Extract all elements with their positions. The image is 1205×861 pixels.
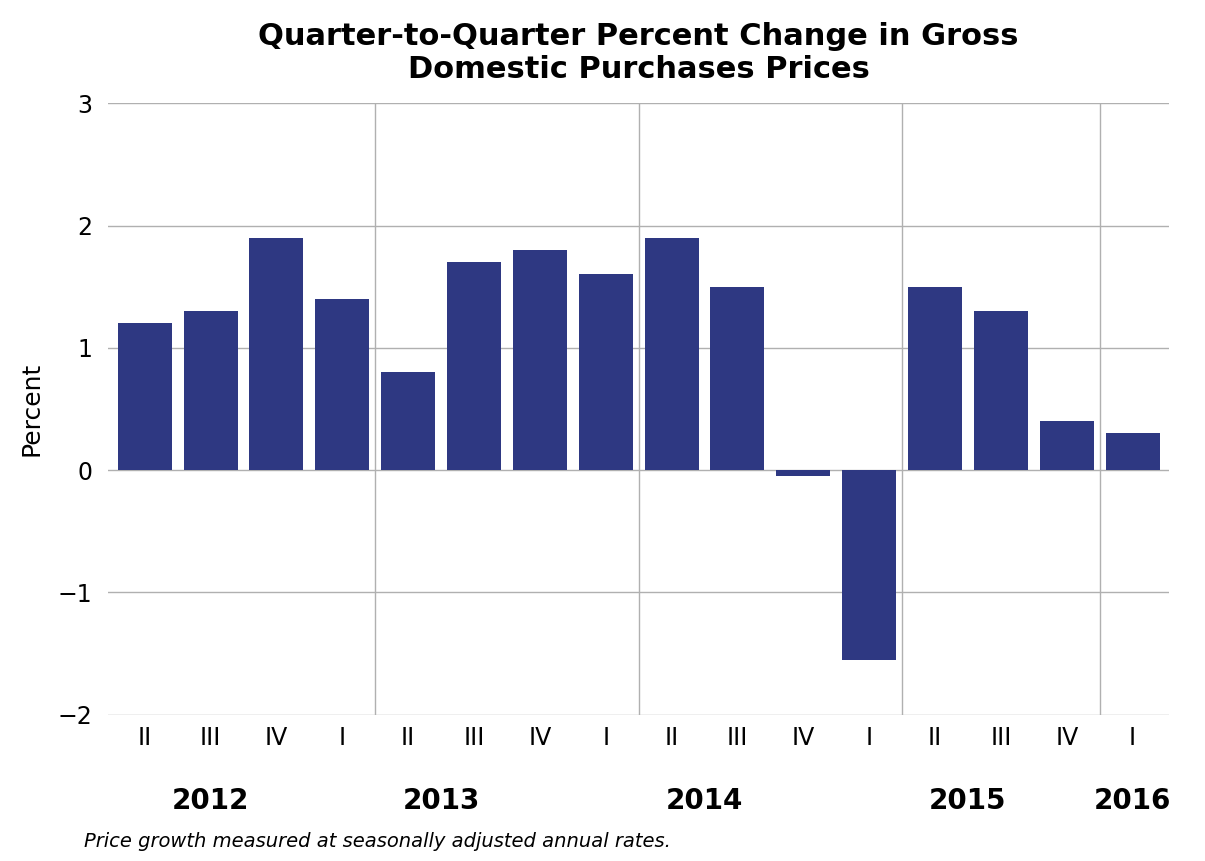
- Bar: [776, 470, 830, 476]
- Bar: [183, 311, 237, 470]
- Bar: [909, 287, 962, 470]
- Title: Quarter-to-Quarter Percent Change in Gross
Domestic Purchases Prices: Quarter-to-Quarter Percent Change in Gro…: [258, 22, 1019, 84]
- Bar: [1106, 433, 1159, 470]
- Bar: [447, 263, 501, 470]
- Bar: [118, 324, 171, 470]
- Text: 2015: 2015: [929, 787, 1006, 815]
- Bar: [578, 275, 633, 470]
- Bar: [381, 372, 435, 470]
- Text: 2014: 2014: [666, 787, 743, 815]
- Text: 2016: 2016: [1094, 787, 1171, 815]
- Bar: [842, 470, 897, 660]
- Text: 2013: 2013: [402, 787, 480, 815]
- Bar: [645, 238, 699, 470]
- Bar: [249, 238, 304, 470]
- Bar: [1040, 421, 1094, 470]
- Bar: [711, 287, 764, 470]
- Bar: [513, 250, 566, 470]
- Bar: [974, 311, 1028, 470]
- Text: Price growth measured at seasonally adjusted annual rates.: Price growth measured at seasonally adju…: [84, 832, 671, 851]
- Y-axis label: Percent: Percent: [19, 362, 43, 456]
- Text: 2012: 2012: [172, 787, 249, 815]
- Bar: [316, 299, 369, 470]
